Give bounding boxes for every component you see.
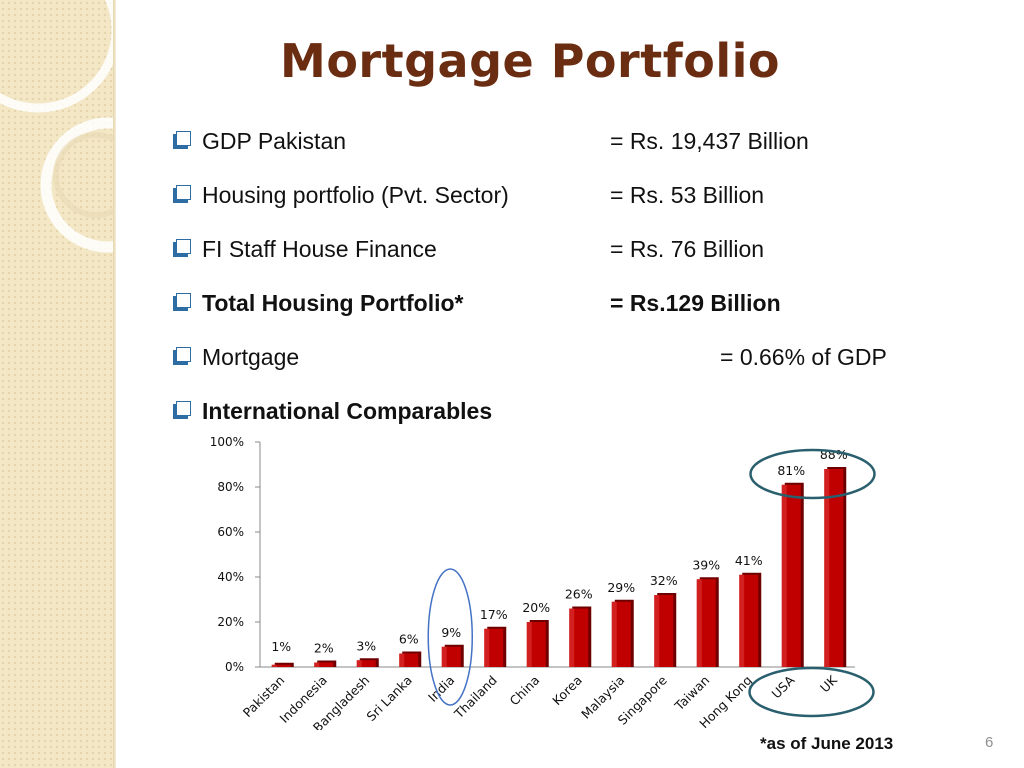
bullet-list: GDP Pakistan = Rs. 19,437 Billion Housin… (174, 126, 934, 450)
decorative-circles (0, 0, 113, 253)
decorative-side-panel (0, 0, 113, 768)
checkbox-bullet-icon (176, 347, 191, 362)
highlight-ellipses (427, 448, 876, 718)
bullet-value: = Rs. 53 Billion (610, 182, 765, 208)
usa-uk-bottom-ellipse (748, 666, 875, 718)
bullet-total-housing: Total Housing Portfolio* = Rs.129 Billio… (174, 288, 934, 342)
slide-title: Mortgage Portfolio (280, 34, 780, 88)
checkbox-bullet-icon (176, 293, 191, 308)
y-tick-label: 100% (210, 435, 244, 449)
data-label: 39% (692, 557, 720, 572)
data-label: 32% (650, 573, 678, 588)
checkbox-bullet-icon (176, 131, 191, 146)
bullet-label: Housing portfolio (Pvt. Sector) (202, 182, 509, 208)
bullet-label: International Comparables (202, 398, 493, 424)
bar-highlight (781, 484, 787, 667)
bullet-gdp: GDP Pakistan = Rs. 19,437 Billion (174, 126, 934, 180)
x-tick-label: Sri Lanka (363, 673, 414, 724)
bullet-value: = 0.66% of GDP (720, 344, 887, 370)
bar-highlight (399, 653, 405, 667)
data-label: 3% (356, 638, 376, 653)
bar-highlight (441, 646, 447, 667)
bullet-housing-portfolio: Housing portfolio (Pvt. Sector) = Rs. 53… (174, 180, 934, 234)
bullet-value: = Rs. 19,437 Billion (610, 128, 809, 154)
bullet-international: International Comparables (174, 396, 934, 450)
checkbox-bullet-icon (176, 401, 191, 416)
bar-highlight (484, 628, 490, 667)
x-tick-label: Taiwan (671, 673, 712, 714)
bullet-mortgage: Mortgage = 0.66% of GDP (174, 342, 934, 396)
x-tick-label: China (507, 673, 543, 709)
bullet-value: = Rs.129 Billion (610, 290, 781, 316)
x-tick-label: Thailand (451, 673, 500, 722)
x-tick-label: Korea (549, 673, 585, 709)
bar-highlight (356, 660, 362, 667)
data-label: 17% (480, 607, 508, 622)
bar-highlight (696, 579, 702, 667)
data-label: 2% (314, 641, 334, 656)
bars: 1% 2% 3% 6% 9%17% 20%26% 29% 32%39% 41%81%88% (271, 447, 848, 667)
india-highlight-ellipse (427, 568, 473, 706)
usa-uk-top-ellipse (749, 448, 876, 500)
data-label: 26% (565, 587, 593, 602)
bullet-label: GDP Pakistan (202, 128, 347, 154)
y-tick-label: 0% (225, 660, 244, 674)
bar-highlight (739, 574, 745, 667)
bar-highlight (654, 595, 660, 667)
bullet-label: Total Housing Portfolio* (202, 290, 464, 316)
bullet-label: FI Staff House Finance (202, 236, 437, 262)
bar-highlight (314, 662, 320, 667)
bar-pakistan (271, 664, 291, 667)
bar-bangladesh (356, 660, 376, 667)
y-tick-label: 60% (217, 525, 244, 539)
bar-highlight (611, 601, 617, 667)
bar-highlight (271, 664, 277, 667)
y-tick-label: 20% (217, 615, 244, 629)
data-label: 9% (441, 625, 461, 640)
bar-indonesia (314, 662, 334, 667)
data-label: 81% (777, 463, 805, 478)
checkbox-bullet-icon (176, 185, 191, 200)
checkbox-bullet-icon (176, 239, 191, 254)
data-label: 1% (271, 639, 291, 654)
x-tick-label: USA (768, 672, 797, 701)
footnote: *as of June 2013 (760, 734, 894, 753)
data-label: 29% (607, 580, 635, 595)
bullet-label: Mortgage (202, 344, 300, 370)
y-axis: 0% 20% 40% 60% 80% 100% (210, 435, 855, 674)
bullet-value: = Rs. 76 Billion (610, 236, 765, 262)
mortgage-to-gdp-bar-chart: 0% 20% 40% 60% 80% 100% 1% 2% 3% 6% 9% 17% 20% 26% 29… (210, 435, 876, 730)
data-label: 20% (522, 600, 550, 615)
data-label: 41% (735, 553, 763, 568)
bar-highlight (824, 469, 830, 667)
side-panel-edge (113, 0, 116, 768)
data-label: 6% (399, 632, 419, 647)
x-tick-label: UK (817, 672, 840, 695)
y-tick-label: 40% (217, 570, 244, 584)
page-number: 6 (985, 734, 994, 751)
bar-highlight (569, 608, 575, 667)
y-tick-label: 80% (217, 480, 244, 494)
bullet-staff-house-finance: FI Staff House Finance = Rs. 76 Billion (174, 234, 934, 288)
bar-highlight (526, 622, 532, 667)
